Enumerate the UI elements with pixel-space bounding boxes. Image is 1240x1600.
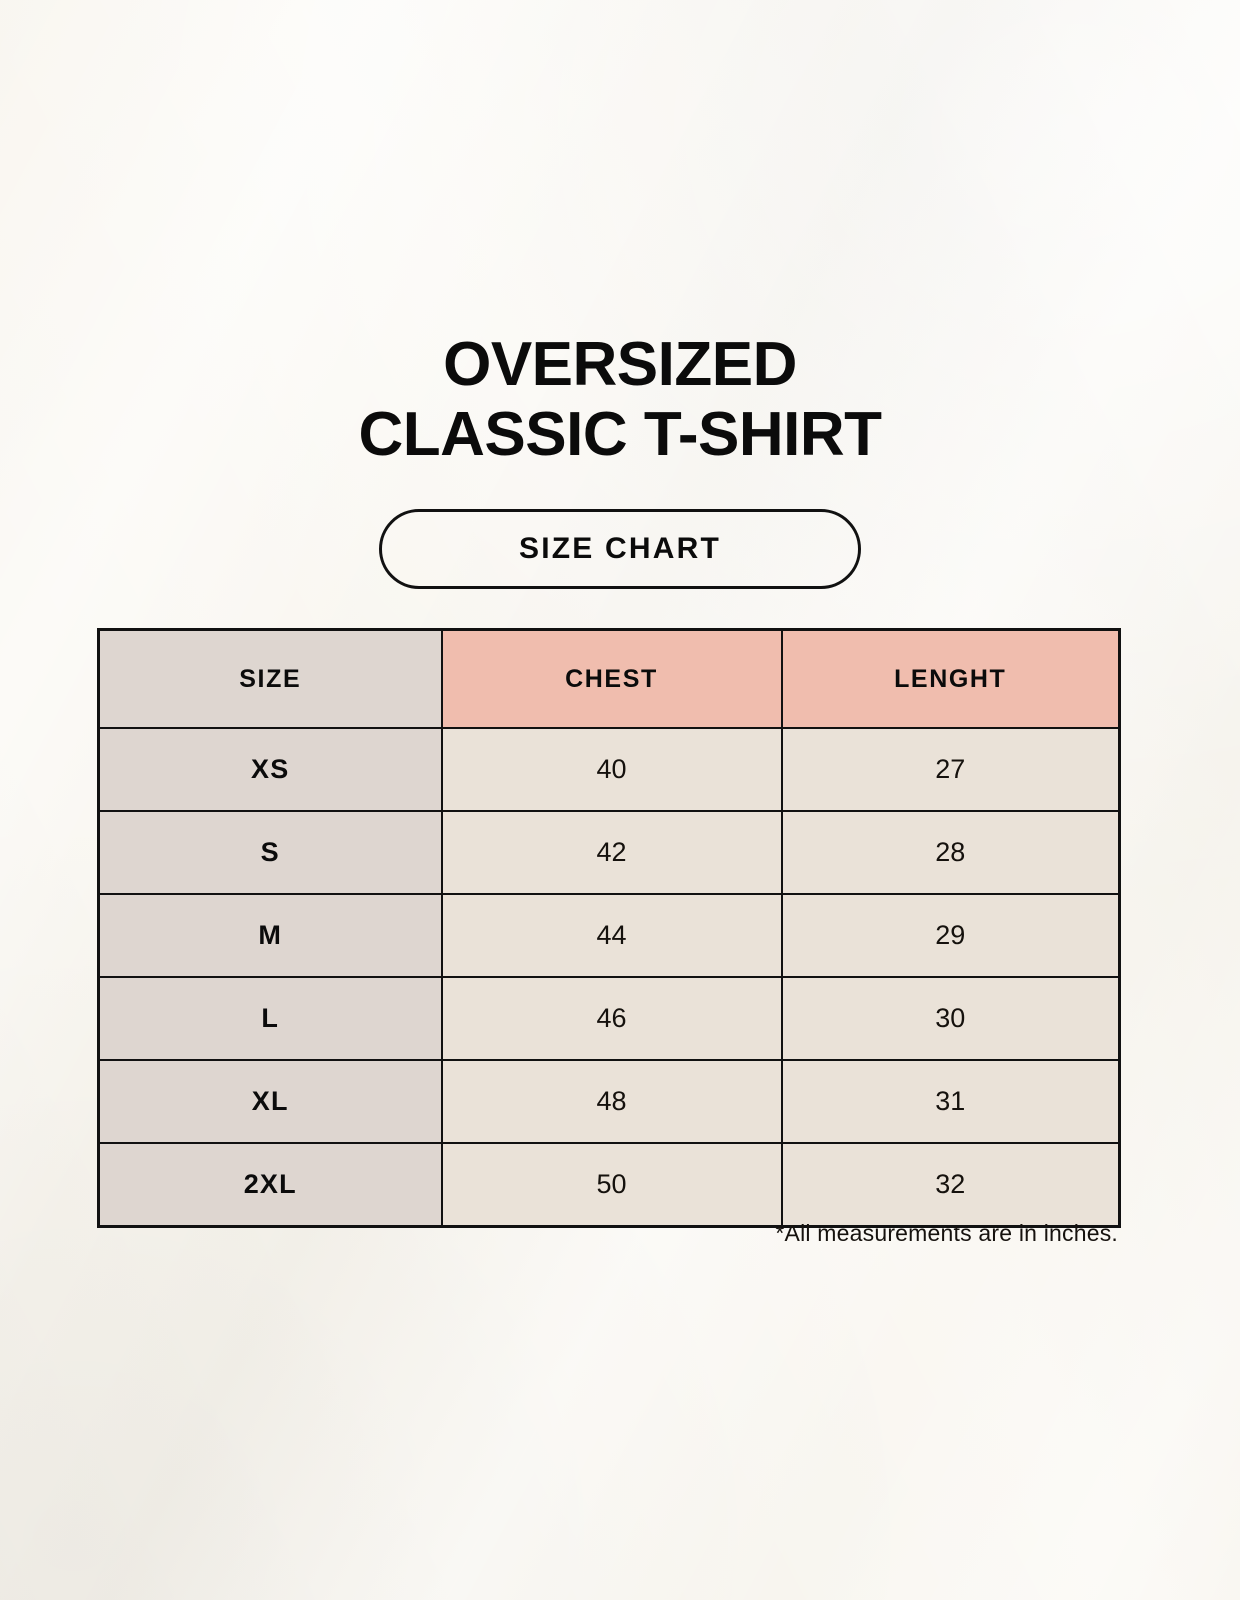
table-row: L 46 30	[97, 976, 1121, 1061]
table-header-row: SIZE CHEST LENGHT	[97, 628, 1121, 729]
table-row: S 42 28	[97, 810, 1121, 895]
column-header-size: SIZE	[97, 628, 443, 729]
size-chart-badge-label: SIZE CHART	[519, 532, 721, 565]
page-title-line-1: OVERSIZED	[443, 330, 797, 399]
cell-chest: 46	[440, 976, 783, 1061]
cell-size: L	[97, 976, 443, 1061]
cell-size: S	[97, 810, 443, 895]
cell-length: 28	[780, 810, 1121, 895]
cell-length: 29	[780, 893, 1121, 978]
table-row: M 44 29	[97, 893, 1121, 978]
cell-length: 31	[780, 1059, 1121, 1144]
cell-size: XL	[97, 1059, 443, 1144]
cell-size: XS	[97, 727, 443, 812]
page-title-line-2: CLASSIC T-SHIRT	[358, 400, 882, 469]
cell-chest: 50	[440, 1142, 783, 1228]
column-header-chest: CHEST	[440, 628, 783, 729]
cell-chest: 40	[440, 727, 783, 812]
size-table-container: SIZE CHEST LENGHT XS 40 27 S 42 28 M	[97, 628, 1121, 1228]
cell-chest: 48	[440, 1059, 783, 1144]
cell-size: 2XL	[97, 1142, 443, 1228]
cell-size: M	[97, 893, 443, 978]
table-row: 2XL 50 32	[97, 1142, 1121, 1228]
cell-length: 30	[780, 976, 1121, 1061]
column-header-length: LENGHT	[780, 628, 1121, 729]
cell-chest: 42	[440, 810, 783, 895]
size-chart-badge-wrapper: SIZE CHART	[0, 509, 1240, 589]
table-row: XL 48 31	[97, 1059, 1121, 1144]
size-table: SIZE CHEST LENGHT XS 40 27 S 42 28 M	[97, 628, 1121, 1228]
cell-chest: 44	[440, 893, 783, 978]
cell-length: 27	[780, 727, 1121, 812]
size-table-head: SIZE CHEST LENGHT	[97, 628, 1121, 729]
size-chart-badge: SIZE CHART	[379, 509, 861, 589]
cell-length: 32	[780, 1142, 1121, 1228]
page-title: OVERSIZED CLASSIC T-SHIRT	[0, 330, 1240, 470]
table-row: XS 40 27	[97, 727, 1121, 812]
measurement-footnote: *All measurements are in inches.	[775, 1220, 1118, 1246]
size-table-body: XS 40 27 S 42 28 M 44 29 L 46 30	[97, 727, 1121, 1228]
